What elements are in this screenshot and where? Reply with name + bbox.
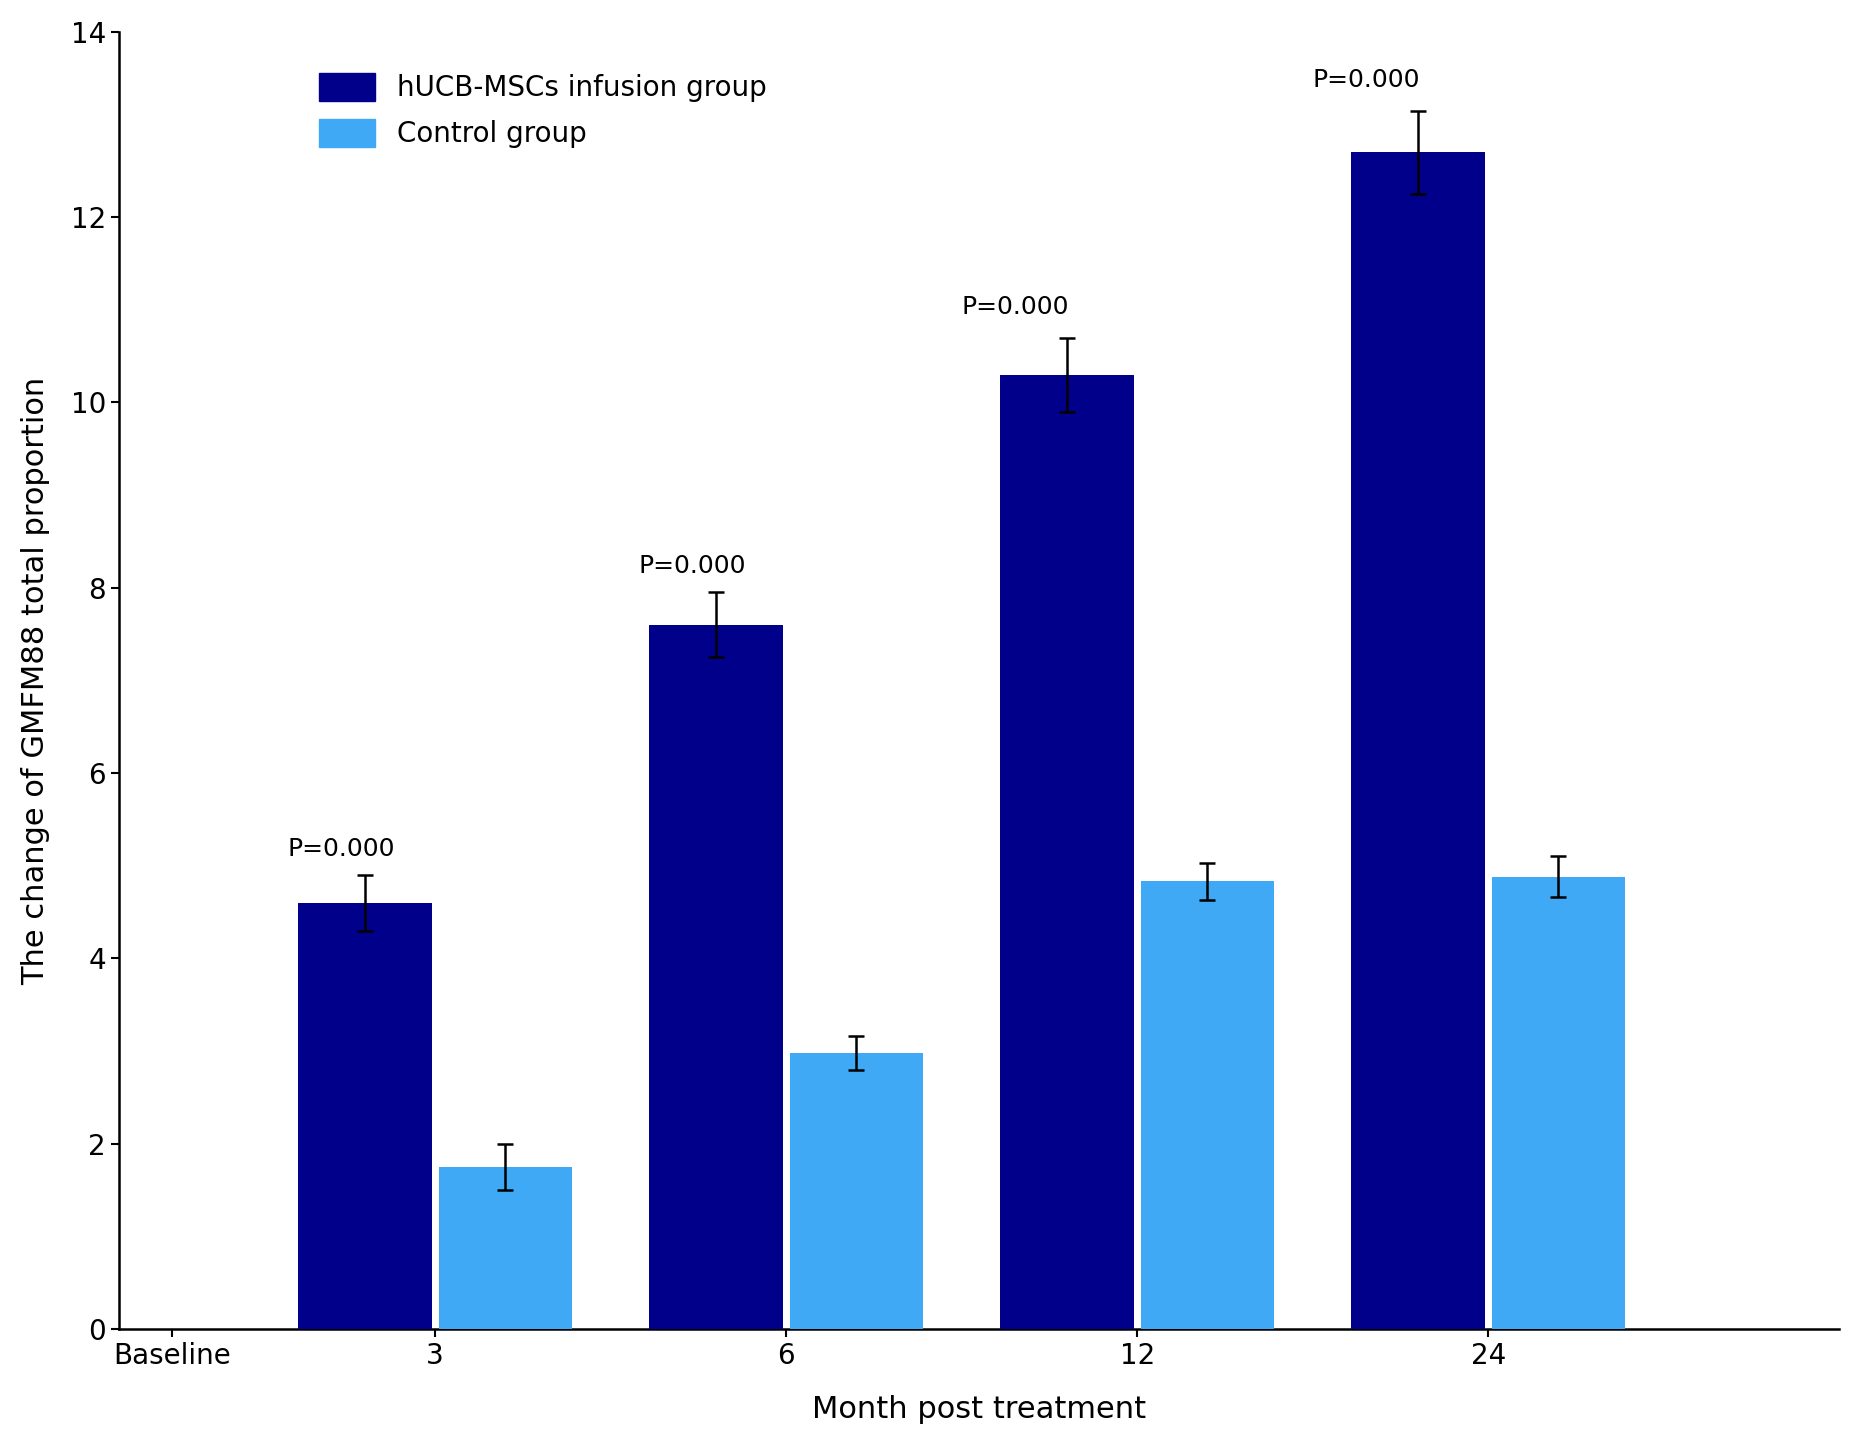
Text: P=0.000: P=0.000 xyxy=(288,837,394,861)
Text: P=0.000: P=0.000 xyxy=(1313,68,1421,92)
Bar xyxy=(439,1166,573,1329)
Bar xyxy=(1350,152,1484,1329)
Text: P=0.000: P=0.000 xyxy=(962,295,1070,319)
Text: P=0.000: P=0.000 xyxy=(638,555,746,578)
Bar xyxy=(1001,374,1133,1329)
Bar xyxy=(649,624,783,1329)
Bar xyxy=(790,1053,923,1329)
Bar xyxy=(298,903,432,1329)
Legend: hUCB-MSCs infusion group, Control group: hUCB-MSCs infusion group, Control group xyxy=(305,59,781,162)
Bar xyxy=(1492,877,1626,1329)
X-axis label: Month post treatment: Month post treatment xyxy=(813,1396,1146,1425)
Bar xyxy=(1140,881,1274,1329)
Y-axis label: The change of GMFM88 total proportion: The change of GMFM88 total proportion xyxy=(20,376,50,984)
